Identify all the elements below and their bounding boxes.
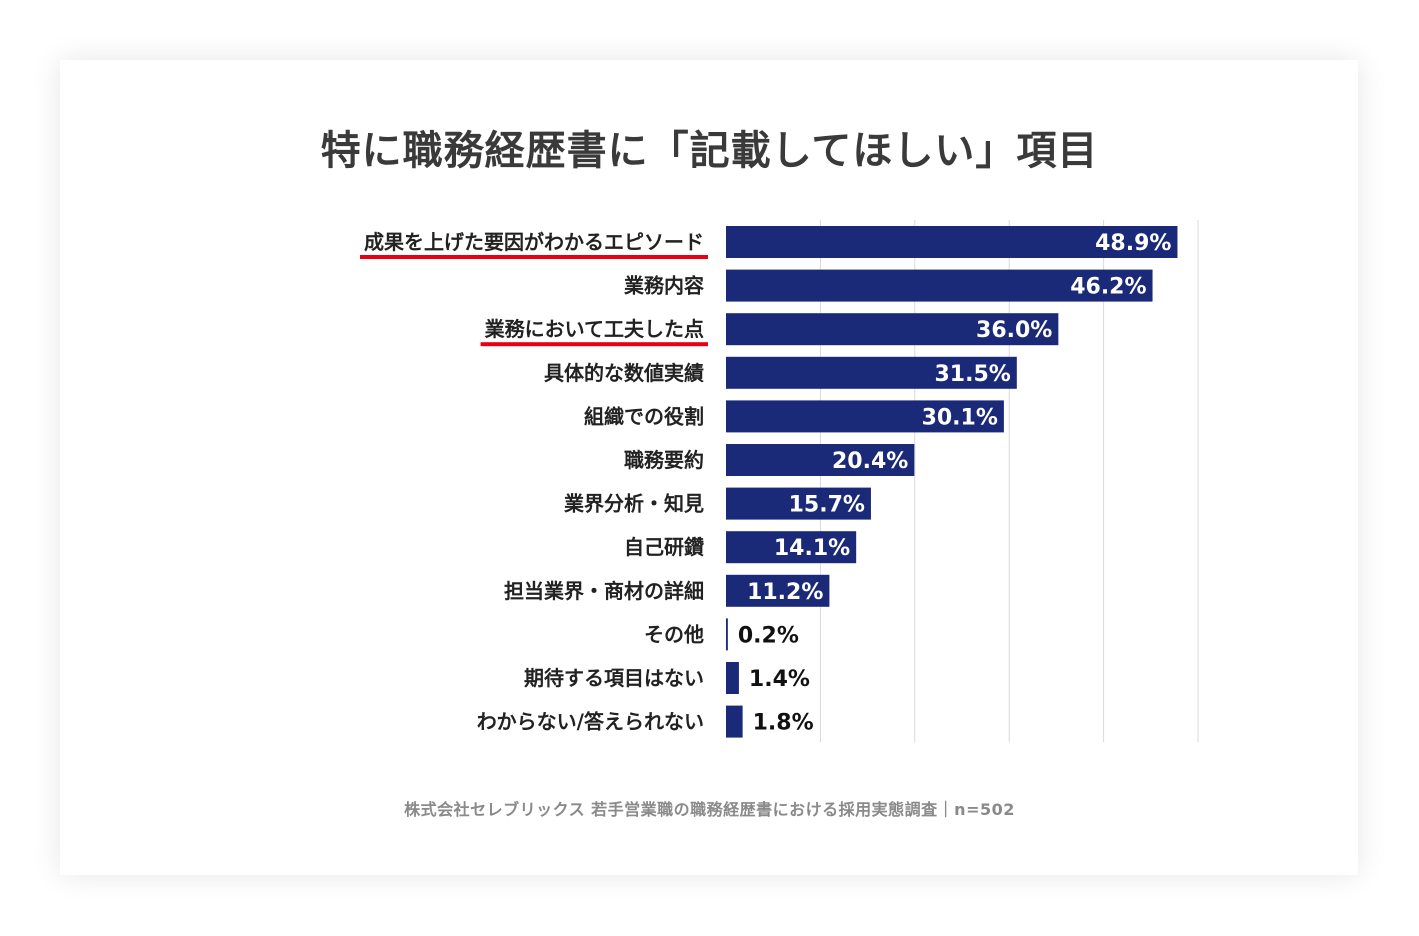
- category-label: 業務において工夫した点: [485, 317, 704, 341]
- bar: [726, 574, 830, 607]
- category-label: 業界分析・知見: [564, 492, 704, 516]
- data-label: 14.1%: [774, 536, 850, 561]
- category-label: 具体的な数値実績: [544, 361, 704, 385]
- data-label: 1.4%: [749, 667, 810, 692]
- data-label: 11.2%: [747, 580, 823, 605]
- category-label: 成果を上げた要因がわかるエピソード: [364, 230, 704, 254]
- category-label: わからない/答えられない: [477, 710, 704, 734]
- chart-title: 特に職務経歴書に「記載してほしい」項目: [320, 128, 1099, 174]
- category-label: 自己研鑽: [624, 535, 704, 559]
- category-label: 担当業界・商材の詳細: [504, 579, 704, 603]
- data-label: 1.8%: [753, 711, 814, 736]
- bar: [726, 400, 1004, 433]
- category-label: その他: [644, 622, 704, 646]
- highlight-underline: [480, 342, 708, 347]
- bar: [726, 313, 1059, 346]
- bar: [726, 226, 1178, 258]
- category-label: 組織での役割: [584, 404, 704, 428]
- chart-card: [60, 60, 1358, 875]
- bar: [726, 662, 739, 694]
- category-label: 期待する項目はない: [524, 666, 704, 690]
- category-label: 業務内容: [624, 274, 704, 298]
- data-label: 30.1%: [922, 405, 998, 430]
- category-label: 職務要約: [624, 448, 704, 472]
- bar: [726, 618, 728, 651]
- data-label: 31.5%: [934, 362, 1010, 387]
- data-label: 20.4%: [832, 449, 908, 474]
- bar: [726, 531, 857, 564]
- bar: [726, 269, 1153, 302]
- bar: [726, 487, 871, 520]
- data-label: 15.7%: [789, 493, 865, 518]
- data-label: 48.9%: [1095, 231, 1171, 256]
- source-footnote: 株式会社セレブリックス 若手営業職の職務経歴書における採用実態調査｜n=502: [404, 800, 1015, 819]
- bar: [726, 444, 915, 476]
- data-label: 46.2%: [1070, 275, 1146, 300]
- data-label: 0.2%: [738, 623, 799, 648]
- bar: [726, 356, 1017, 389]
- bar: [726, 705, 743, 738]
- data-label: 36.0%: [976, 318, 1052, 343]
- highlight-underline: [360, 255, 708, 259]
